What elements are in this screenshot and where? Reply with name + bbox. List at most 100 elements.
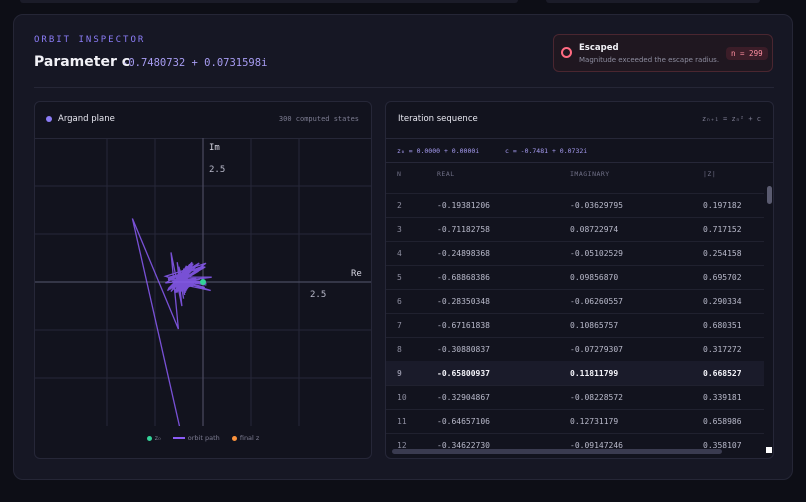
orbit-path	[131, 218, 212, 426]
iteration-table-body[interactable]: 2 -0.19381206 -0.03629795 0.197182 3 -0.71182…	[386, 183, 764, 453]
row-magnitude: 0.254158	[703, 249, 742, 258]
row-index: 12	[397, 441, 407, 450]
row-index: 6	[397, 297, 402, 306]
row-imaginary: 0.12731179	[570, 417, 619, 426]
table-header: N REAL IMAGINARY |Z|	[386, 163, 773, 183]
row-magnitude: 0.339181	[703, 393, 742, 402]
recurrence-formula: zₙ₊₁ = zₙ² + c	[701, 115, 761, 123]
page-title: Parameter c	[34, 54, 131, 70]
status-title: Escaped	[579, 43, 619, 53]
row-magnitude: 0.717152	[703, 225, 742, 234]
row-index: 10	[397, 393, 407, 402]
row-imaginary: -0.05102529	[570, 249, 623, 258]
status-dot-icon	[561, 47, 572, 58]
divider	[34, 87, 774, 88]
table-row[interactable]: 11 -0.64657106 0.12731179 0.658986	[386, 409, 764, 434]
sequence-title: Iteration sequence	[398, 114, 478, 124]
row-imaginary: -0.03629795	[570, 201, 623, 210]
row-real: -0.24898368	[437, 249, 490, 258]
row-index: 3	[397, 225, 402, 234]
row-imaginary: -0.06260557	[570, 297, 623, 306]
orbit-polyline	[131, 218, 212, 426]
z0-legend-dot-icon	[146, 435, 152, 441]
row-real: -0.64657106	[437, 417, 490, 426]
row-magnitude: 0.290334	[703, 297, 742, 306]
row-imaginary: 0.08722974	[570, 225, 619, 234]
column-header-imaginary: IMAGINARY	[570, 170, 610, 178]
row-real: -0.30880837	[437, 345, 490, 354]
row-imaginary: 0.10865757	[570, 321, 619, 330]
column-header-magnitude: |Z|	[703, 170, 717, 178]
orbit-legend-line-icon	[172, 437, 185, 439]
previous-panel-edge	[20, 0, 518, 3]
table-row[interactable]: 6 -0.28350348 -0.06260557 0.290334	[386, 289, 764, 314]
table-row[interactable]: 9 -0.65800937 0.11811799 0.668527	[386, 361, 764, 386]
table-row[interactable]: 4 -0.24898368 -0.05102529 0.254158	[386, 241, 764, 266]
row-index: 11	[397, 417, 407, 426]
legend-z0: z₀	[154, 434, 161, 442]
row-real: -0.71182758	[437, 225, 490, 234]
row-index: 4	[397, 249, 402, 258]
horizontal-scrollbar[interactable]	[392, 449, 722, 454]
row-index: 8	[397, 345, 402, 354]
table-row-partial	[386, 183, 764, 194]
legend-orbit-path: orbit path	[187, 434, 220, 442]
row-magnitude: 0.358107	[703, 441, 742, 450]
iteration-sequence-card: Iteration sequence zₙ₊₁ = zₙ² + c z₀ = 0…	[385, 101, 774, 459]
column-header-n: N	[397, 170, 402, 178]
argand-plot[interactable]: Im 2.5 Re 2.5	[35, 138, 371, 426]
row-imaginary: -0.07279307	[570, 345, 623, 354]
table-row[interactable]: 2 -0.19381206 -0.03629795 0.197182	[386, 193, 764, 218]
z0-value: z₀ = 0.0000 + 0.0000i	[397, 147, 480, 155]
row-magnitude: 0.695702	[703, 273, 742, 282]
re-axis-label: Re	[351, 269, 362, 279]
table-row[interactable]: 7 -0.67161838 0.10865757 0.680351	[386, 313, 764, 338]
argand-plane-card: Argand plane 300 computed states Im 2.5 …	[34, 101, 372, 459]
im-axis-label: Im	[209, 143, 220, 153]
row-index: 5	[397, 273, 402, 282]
table-row[interactable]: 10 -0.32904867 -0.08228572 0.339181	[386, 385, 764, 410]
sequence-initial-values: z₀ = 0.0000 + 0.0000i c = -0.7481 + 0.07…	[386, 138, 773, 163]
row-real: -0.32904867	[437, 393, 490, 402]
row-magnitude: 0.680351	[703, 321, 742, 330]
row-magnitude: 0.668527	[703, 369, 742, 378]
row-real: -0.68868386	[437, 273, 490, 282]
argand-title: Argand plane	[58, 114, 115, 124]
previous-panel-edge	[546, 0, 760, 3]
status-description: Magnitude exceeded the escape radius.	[579, 56, 720, 64]
series-dot-icon	[46, 116, 52, 122]
c-value: c = -0.7481 + 0.0732i	[505, 147, 588, 155]
orbit-inspector-panel: ORBIT INSPECTOR Parameter c -0.7480732 +…	[13, 14, 793, 480]
row-real: -0.34622730	[437, 441, 490, 450]
panel-eyebrow: ORBIT INSPECTOR	[34, 35, 146, 45]
row-real: -0.28350348	[437, 297, 490, 306]
im-tick-label: 2.5	[209, 165, 225, 175]
row-index: 9	[397, 369, 402, 378]
plot-legend: z₀ orbit path final z	[35, 434, 371, 442]
row-imaginary: -0.09147246	[570, 441, 623, 450]
final-legend-dot-icon	[231, 435, 237, 441]
parameter-c-value: -0.7480732 + 0.0731598i	[122, 57, 268, 69]
table-row[interactable]: 8 -0.30880837 -0.07279307 0.317272	[386, 337, 764, 362]
row-magnitude: 0.197182	[703, 201, 742, 210]
table-row[interactable]: 12 -0.34622730 -0.09147246 0.358107	[386, 433, 764, 453]
row-index: 2	[397, 201, 402, 210]
iteration-count-badge: n = 299	[726, 47, 768, 60]
vertical-scrollbar[interactable]	[767, 186, 772, 204]
column-header-real: REAL	[437, 170, 455, 178]
row-magnitude: 0.317272	[703, 345, 742, 354]
row-real: -0.19381206	[437, 201, 490, 210]
resize-handle[interactable]	[766, 447, 772, 453]
row-imaginary: 0.09856870	[570, 273, 619, 282]
row-magnitude: 0.658986	[703, 417, 742, 426]
row-index: 7	[397, 321, 402, 330]
argand-card-header: Argand plane 300 computed states	[35, 102, 371, 139]
row-real: -0.67161838	[437, 321, 490, 330]
re-tick-label: 2.5	[310, 290, 326, 300]
status-badge: Escaped Magnitude exceeded the escape ra…	[553, 34, 773, 72]
table-row[interactable]: 3 -0.71182758 0.08722974 0.717152	[386, 217, 764, 242]
sequence-card-header: Iteration sequence zₙ₊₁ = zₙ² + c	[386, 102, 773, 139]
computed-states-count: 300 computed states	[278, 115, 359, 123]
row-imaginary: 0.11811799	[570, 369, 619, 378]
table-row[interactable]: 5 -0.68868386 0.09856870 0.695702	[386, 265, 764, 290]
